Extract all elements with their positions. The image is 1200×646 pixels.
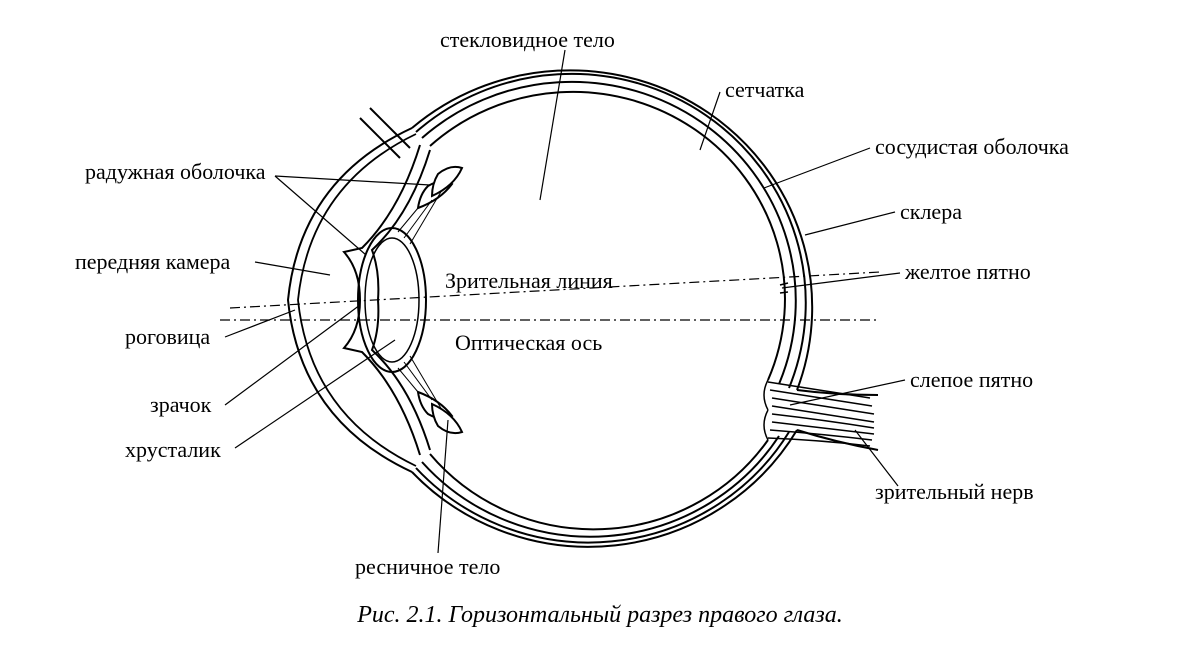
label-anterior-chamber: передняя камера — [75, 250, 230, 274]
label-iris: радужная оболочка — [85, 160, 266, 184]
figure-caption: Рис. 2.1. Горизонтальный разрез правого … — [0, 602, 1200, 629]
label-sclera: склера — [900, 200, 962, 224]
label-lens: хрусталик — [125, 438, 221, 462]
label-choroid: сосудистая оболочка — [875, 135, 1069, 159]
label-ciliary-body: ресничное тело — [355, 555, 500, 579]
label-visual-line: Зрительная линия — [445, 268, 613, 294]
eye-svg — [0, 0, 1200, 646]
label-macula: желтое пятно — [905, 260, 1031, 284]
label-cornea: роговица — [125, 325, 210, 349]
label-vitreous: стекловидное тело — [440, 28, 615, 52]
eye-diagram: стекловидное тело сетчатка сосудистая об… — [0, 0, 1200, 646]
label-optical-axis: Оптическая ось — [455, 330, 602, 356]
label-optic-nerve: зрительный нерв — [875, 480, 1034, 504]
label-blind-spot: слепое пятно — [910, 368, 1033, 392]
label-retina: сетчатка — [725, 78, 804, 102]
label-pupil: зрачок — [150, 393, 211, 417]
